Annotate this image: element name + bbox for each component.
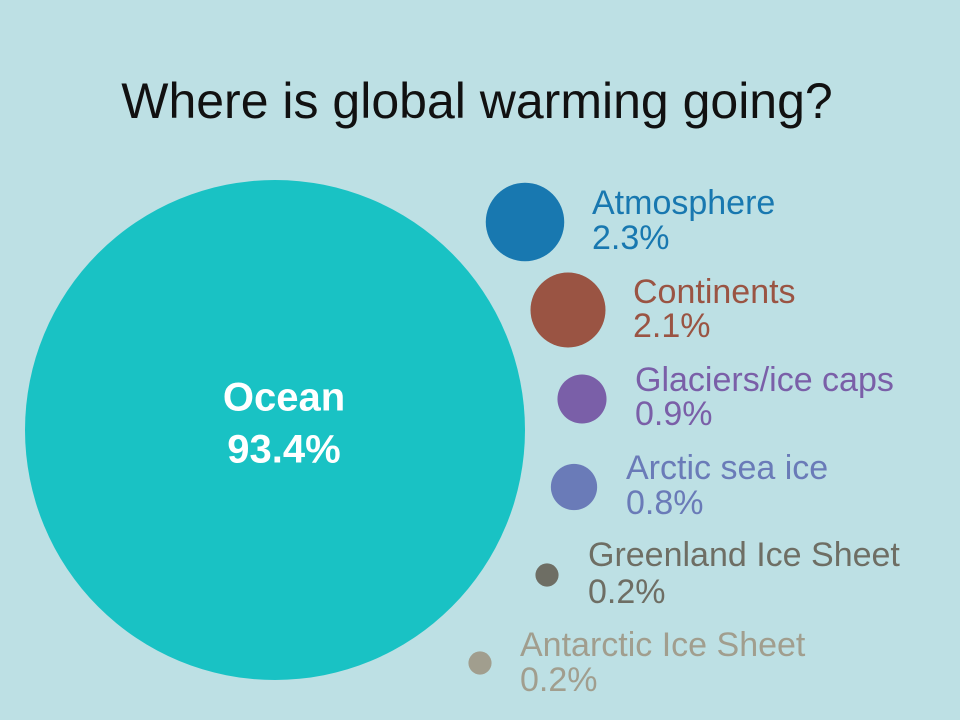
bubble-name: Arctic sea ice [626,449,828,487]
bubble-name: Antarctic Ice Sheet [520,626,806,664]
value-label: 2.3% [592,219,670,257]
bubble-name: Greenland Ice Sheet [588,536,900,574]
bubble [530,272,606,348]
bubble-name: Glaciers/ice caps [635,361,894,399]
bubble [485,182,565,262]
bubble [535,563,559,587]
bubble-name: Ocean [223,376,345,420]
value-label: 0.8% [626,484,704,522]
bubble [550,463,598,511]
value-label: 93.4% [227,428,340,472]
value-label: 0.2% [520,661,598,699]
bubble [468,651,492,675]
bubble [557,374,607,424]
bubble-name: Continents [633,273,796,311]
chart-title: Where is global warming going? [121,73,832,129]
bubble [25,180,525,680]
bubble-name: Atmosphere [592,184,775,222]
value-label: 2.1% [633,307,711,345]
value-label: 0.2% [588,573,666,611]
value-label: 0.9% [635,395,713,433]
